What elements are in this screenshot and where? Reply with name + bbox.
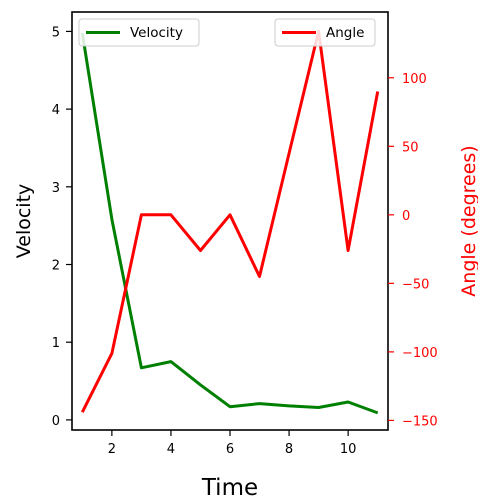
x-axis-label: Time	[201, 475, 258, 501]
right-y-tick-label: −100	[402, 346, 438, 361]
x-axis: 2 4 6 8 10	[108, 430, 357, 457]
plot-frame	[71, 11, 389, 431]
right-y-tick-label: 100	[402, 72, 427, 87]
legend-box	[274, 18, 376, 47]
left-y-axis-label: Velocity	[13, 184, 35, 259]
right-y-tick-label: −150	[402, 414, 438, 429]
left-y-tick-label: 0	[52, 414, 60, 429]
right-y-axis: −150 −100 −50 0 50 100	[388, 72, 438, 429]
legend-velocity: Velocity	[78, 18, 200, 47]
x-tick-label: 6	[226, 442, 234, 457]
left-y-tick-label: 3	[52, 181, 60, 196]
left-y-tick-label: 5	[52, 25, 60, 40]
x-tick-label: 8	[285, 442, 293, 457]
x-tick-label: 2	[108, 442, 116, 457]
series-line-angle	[80, 29, 380, 413]
x-tick-label: 4	[167, 442, 175, 457]
left-y-tick-label: 1	[52, 336, 60, 351]
right-y-tick-label: 50	[402, 140, 419, 155]
left-y-tick-label: 4	[52, 103, 60, 118]
series-line-velocity	[80, 32, 379, 415]
left-y-axis: 0 1 2 3 4 5	[52, 25, 72, 429]
x-tick-label: 10	[340, 442, 357, 457]
right-y-tick-label: −50	[402, 277, 429, 292]
series-layer	[80, 29, 380, 415]
right-y-tick-label: 0	[402, 209, 410, 224]
left-y-tick-label: 2	[52, 259, 60, 274]
right-y-axis-label: Angle (degrees)	[458, 145, 478, 296]
legend-label: Velocity	[130, 25, 183, 41]
legend-angle: Angle	[274, 18, 376, 47]
legend-label: Angle	[326, 25, 364, 41]
legend-box	[78, 18, 200, 47]
